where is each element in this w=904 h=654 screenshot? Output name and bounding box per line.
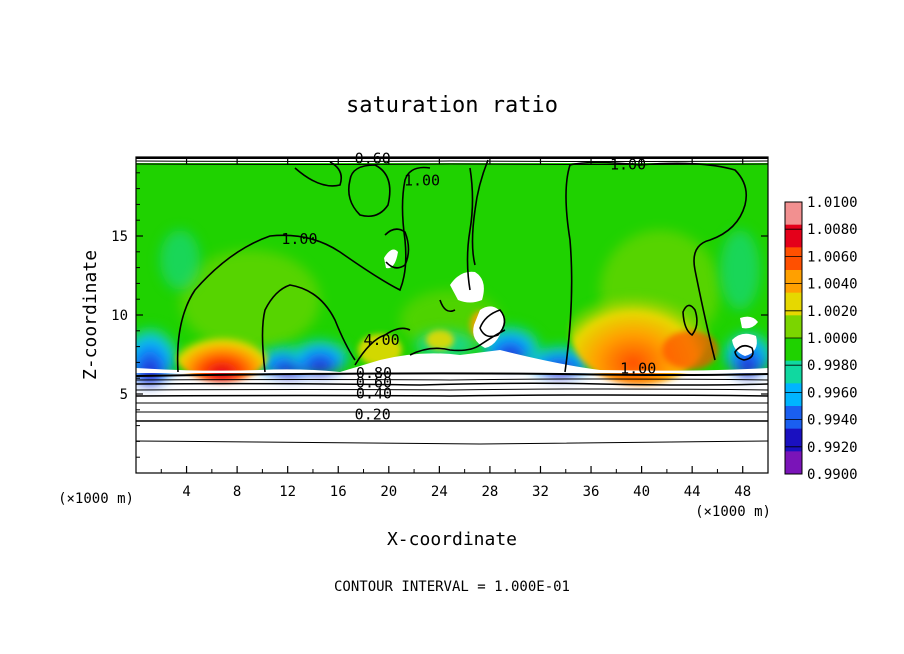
- colorbar-swatch: [785, 224, 802, 248]
- contour-lines-top: [136, 157, 768, 165]
- x-tick-label: 48: [734, 484, 751, 500]
- colorbar-label: 1.0060: [807, 249, 858, 265]
- x-tick-label: 20: [380, 484, 397, 500]
- y-tick-label: 5: [120, 387, 128, 403]
- colorbar-swatch: [785, 338, 802, 362]
- x-tick-label: 16: [330, 484, 347, 500]
- colorbar-label: 1.0020: [807, 304, 858, 320]
- y-axis-unit: (×1000 m): [58, 491, 134, 507]
- colorbar-swatch: [785, 360, 802, 384]
- x-tick-label: 36: [583, 484, 600, 500]
- colorbar-label: 1.0040: [807, 277, 858, 293]
- contour-label: 0.20: [355, 405, 391, 423]
- contour-lines-mid: [176, 159, 754, 373]
- colorbar-label: 0.9980: [807, 358, 858, 374]
- contour-label: 0.80: [356, 364, 392, 382]
- contour-label: 0.40: [356, 385, 392, 403]
- colorbar-swatch: [785, 270, 802, 294]
- contour-label: 0.60: [356, 374, 392, 392]
- colorbar-label: 1.0100: [807, 195, 858, 211]
- colorbar-swatch: [785, 383, 802, 407]
- colorbar-label: 0.9940: [807, 413, 858, 429]
- contour-label: 1.00: [610, 156, 646, 174]
- x-tick-label: 12: [279, 484, 296, 500]
- contour-interval-note: CONTOUR INTERVAL = 1.000E-01: [334, 579, 570, 595]
- x-tick-label: 32: [532, 484, 549, 500]
- colorbar-label: 0.9920: [807, 440, 858, 456]
- colorbar-swatch: [785, 247, 802, 271]
- contour-labels: 1.001.001.001.004.000.600.800.600.400.20: [281, 149, 656, 423]
- y-axis-label: Z-coordinate: [80, 250, 101, 380]
- y-axis: 5 10 15: [111, 172, 768, 458]
- contour-label: 1.00: [281, 230, 317, 248]
- colorbar-label: 1.0000: [807, 331, 858, 347]
- contour-label: 1.00: [620, 359, 656, 377]
- colorbar-label: 0.9900: [807, 467, 858, 483]
- contour-label: 1.00: [404, 171, 440, 189]
- contour-label: 4.00: [364, 331, 400, 349]
- x-axis: 4 8 12 16 20 24 28 32 36 40 44 48: [160, 157, 751, 500]
- colorbar-swatch: [785, 202, 802, 226]
- x-tick-label: 4: [182, 484, 190, 500]
- warm-blob-left: [174, 318, 270, 382]
- x-tick-label: 28: [481, 484, 498, 500]
- contour-lines-lower: [136, 372, 768, 445]
- x-tick-label: 44: [684, 484, 701, 500]
- x-tick-label: 40: [633, 484, 650, 500]
- colorbar-swatch: [785, 406, 802, 430]
- cold-blob-3: [290, 325, 350, 375]
- colorbar-swatch: [785, 315, 802, 339]
- plot-area: [136, 157, 768, 473]
- x-axis-label: X-coordinate: [387, 529, 517, 550]
- colorbar-swatch: [785, 428, 802, 452]
- colorbar-label: 0.9960: [807, 385, 858, 401]
- y-tick-label: 15: [111, 229, 128, 245]
- x-tick-label: 8: [233, 484, 241, 500]
- y-tick-label: 10: [111, 308, 128, 324]
- x-tick-label: 24: [431, 484, 448, 500]
- x-axis-unit: (×1000 m): [695, 504, 771, 520]
- contour-label: 0.60: [355, 149, 391, 167]
- cold-blob-left: [136, 305, 178, 385]
- chart-title: saturation ratio: [346, 93, 558, 118]
- colorbar-swatch: [785, 451, 802, 475]
- colorbar-label: 1.0080: [807, 222, 858, 238]
- colorbar: 1.0100 1.0080 1.0060 1.0040 1.0020 1.0000 0.99…: [784, 195, 858, 483]
- colorbar-swatch: [785, 292, 802, 316]
